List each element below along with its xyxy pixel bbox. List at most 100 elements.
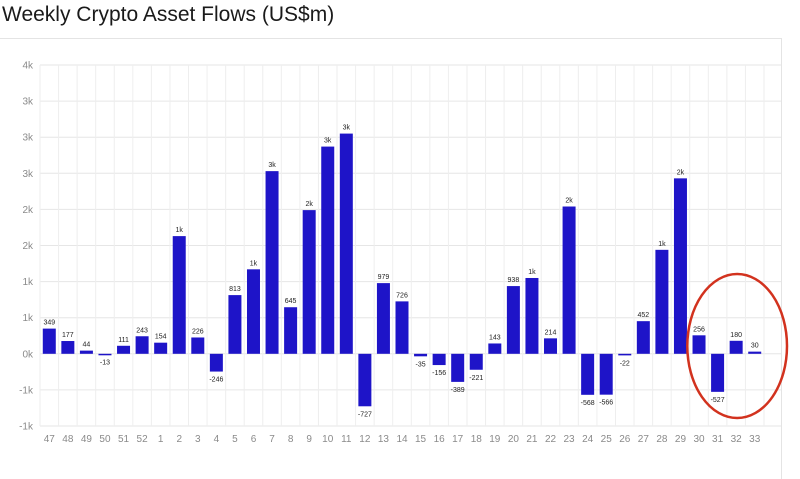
x-tick-label: 5 bbox=[232, 434, 238, 445]
bar bbox=[544, 338, 558, 354]
data-label: -35 bbox=[416, 361, 426, 368]
bar bbox=[414, 353, 428, 357]
x-tick-label: 21 bbox=[526, 434, 538, 445]
data-label: 143 bbox=[489, 334, 501, 341]
y-tick-label: 2k bbox=[22, 241, 34, 252]
bar bbox=[339, 133, 353, 354]
data-label: -22 bbox=[620, 360, 630, 367]
bar bbox=[636, 321, 650, 354]
data-label: 979 bbox=[378, 274, 390, 281]
data-label: 214 bbox=[545, 329, 557, 336]
y-tick-label: -1k bbox=[19, 422, 34, 433]
bar bbox=[673, 178, 687, 354]
data-label: 1k bbox=[250, 260, 258, 267]
bar bbox=[599, 353, 613, 395]
data-label: 256 bbox=[693, 326, 705, 333]
data-label: 2k bbox=[565, 198, 573, 205]
x-tick-label: 10 bbox=[322, 434, 334, 445]
data-label: 1k bbox=[658, 241, 666, 248]
y-tick-label: 3k bbox=[22, 169, 34, 180]
data-label: 2k bbox=[677, 169, 685, 176]
x-tick-label: 22 bbox=[545, 434, 557, 445]
x-tick-label: 7 bbox=[269, 434, 275, 445]
x-tick-label: 3 bbox=[195, 434, 201, 445]
data-label: 226 bbox=[192, 328, 204, 335]
x-tick-label: 29 bbox=[675, 434, 687, 445]
y-tick-label: -1k bbox=[19, 385, 34, 396]
x-tick-label: 17 bbox=[452, 434, 464, 445]
data-label: -156 bbox=[432, 370, 446, 377]
x-tick-label: 20 bbox=[508, 434, 520, 445]
data-label: 2k bbox=[305, 201, 313, 208]
bar bbox=[284, 307, 298, 354]
bar bbox=[321, 146, 335, 354]
x-tick-label: 12 bbox=[359, 434, 371, 445]
x-tick-label: 33 bbox=[749, 434, 761, 445]
bar bbox=[729, 340, 743, 354]
bar bbox=[581, 353, 595, 395]
bar bbox=[469, 353, 483, 370]
x-tick-label: 32 bbox=[731, 434, 743, 445]
bar bbox=[172, 236, 186, 354]
bar bbox=[748, 351, 762, 354]
data-label: -527 bbox=[711, 397, 725, 404]
bar bbox=[98, 353, 112, 356]
x-tick-label: 48 bbox=[62, 434, 74, 445]
y-tick-label: 1k bbox=[22, 313, 34, 324]
x-tick-label: 24 bbox=[582, 434, 594, 445]
data-label: 30 bbox=[751, 343, 759, 350]
x-tick-label: 1 bbox=[158, 434, 164, 445]
bar bbox=[376, 283, 390, 354]
data-label: 1k bbox=[176, 227, 184, 234]
x-tick-label: 50 bbox=[99, 434, 111, 445]
bar bbox=[191, 337, 205, 354]
y-tick-label: 0k bbox=[22, 349, 34, 360]
data-label: 813 bbox=[229, 286, 241, 293]
data-label: 645 bbox=[285, 298, 297, 305]
chart-frame bbox=[0, 38, 782, 479]
x-tick-label: 52 bbox=[137, 434, 149, 445]
x-tick-label: 8 bbox=[288, 434, 294, 445]
y-tick-label: 3k bbox=[22, 133, 34, 144]
x-tick-label: 4 bbox=[214, 434, 220, 445]
bar bbox=[692, 335, 706, 354]
data-label: -221 bbox=[469, 375, 483, 382]
bar bbox=[525, 277, 539, 354]
x-tick-label: 26 bbox=[619, 434, 631, 445]
x-tick-label: 25 bbox=[601, 434, 613, 445]
data-label: 3k bbox=[324, 138, 332, 145]
bar bbox=[265, 171, 279, 354]
data-label: 180 bbox=[730, 332, 742, 339]
x-tick-label: 28 bbox=[656, 434, 668, 445]
highlight-circle bbox=[686, 272, 789, 420]
x-tick-label: 31 bbox=[712, 434, 724, 445]
bar bbox=[358, 353, 372, 407]
y-tick-label: 1k bbox=[22, 277, 34, 288]
bar bbox=[451, 353, 465, 382]
x-tick-label: 51 bbox=[118, 434, 130, 445]
x-tick-label: 13 bbox=[378, 434, 390, 445]
bar bbox=[655, 249, 669, 354]
bar bbox=[61, 341, 75, 354]
data-label: 349 bbox=[43, 320, 55, 327]
bar bbox=[488, 343, 502, 354]
x-tick-label: 18 bbox=[471, 434, 483, 445]
bar bbox=[711, 353, 725, 392]
x-tick-label: 11 bbox=[341, 434, 352, 445]
x-tick-label: 23 bbox=[564, 434, 576, 445]
data-label: 177 bbox=[62, 332, 74, 339]
bar bbox=[395, 301, 409, 354]
bar bbox=[246, 269, 260, 354]
data-label: -568 bbox=[581, 400, 595, 407]
y-tick-label: 4k bbox=[22, 61, 34, 72]
data-label: 3k bbox=[268, 162, 276, 169]
bar bbox=[432, 353, 446, 366]
x-tick-label: 27 bbox=[638, 434, 650, 445]
bar bbox=[302, 210, 316, 354]
data-label: 154 bbox=[155, 334, 167, 341]
bar bbox=[42, 328, 56, 354]
bar bbox=[154, 342, 168, 354]
y-tick-label: 2k bbox=[22, 205, 34, 216]
y-tick-label: 3k bbox=[22, 97, 34, 108]
